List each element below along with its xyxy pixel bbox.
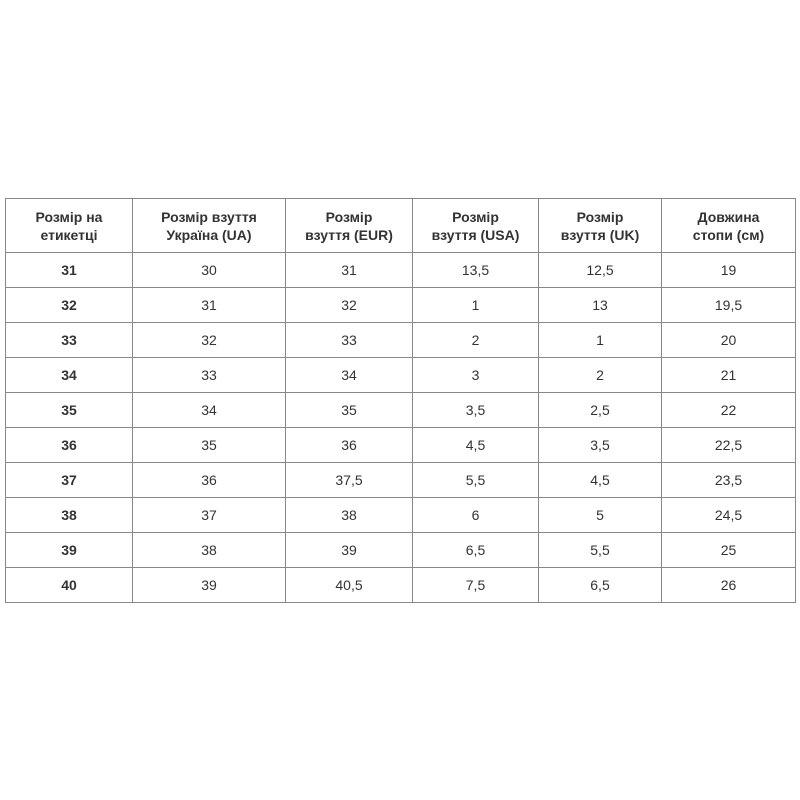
table-cell: 36 [132, 462, 286, 498]
table-cell: 23,5 [661, 462, 796, 498]
column-header-line: взуття (USA) [431, 226, 520, 243]
column-header: Розмір взуття (USA) [412, 198, 539, 253]
table-row: 32 31 32 1 13 19,5 [5, 287, 796, 323]
column-header-line: взуття (UK) [560, 226, 640, 243]
table-cell: 13 [538, 287, 662, 323]
column-header-line: Розмір [576, 208, 624, 225]
column-header-line: Україна (UA) [166, 226, 252, 243]
table-row: 37 36 37,5 5,5 4,5 23,5 [5, 462, 796, 498]
table-cell: 12,5 [538, 252, 662, 288]
table-cell: 26 [661, 567, 796, 603]
table-cell: 2 [538, 357, 662, 393]
table-cell: 1 [538, 322, 662, 358]
table-row: 34 33 34 3 2 21 [5, 357, 796, 393]
table-cell: 37 [5, 462, 133, 498]
table-cell: 32 [285, 287, 413, 323]
column-header: Розмір на етикетці [5, 198, 133, 253]
table-cell: 25 [661, 532, 796, 568]
table-cell: 1 [412, 287, 539, 323]
table-cell: 35 [285, 392, 413, 428]
table-cell: 38 [5, 497, 133, 533]
column-header-line: стопи (см) [692, 226, 765, 243]
table-cell: 6,5 [538, 567, 662, 603]
table-cell: 7,5 [412, 567, 539, 603]
table-cell: 3,5 [538, 427, 662, 463]
table-cell: 40,5 [285, 567, 413, 603]
table-cell: 3,5 [412, 392, 539, 428]
table-cell: 33 [132, 357, 286, 393]
column-header-line: взуття (EUR) [305, 226, 393, 243]
table-cell: 4,5 [538, 462, 662, 498]
table-cell: 35 [132, 427, 286, 463]
table-cell: 31 [285, 252, 413, 288]
table-cell: 39 [132, 567, 286, 603]
table-cell: 38 [132, 532, 286, 568]
table-cell: 32 [132, 322, 286, 358]
size-chart-table: Розмір на етикетці Розмір взуття Україна (U… [5, 198, 796, 603]
table-cell: 35 [5, 392, 133, 428]
table-cell: 36 [5, 427, 133, 463]
table-cell: 19,5 [661, 287, 796, 323]
table-cell: 37 [132, 497, 286, 533]
table-cell: 30 [132, 252, 286, 288]
table-cell: 13,5 [412, 252, 539, 288]
table-cell: 33 [285, 322, 413, 358]
table-cell: 6 [412, 497, 539, 533]
column-header-line: Розмір [325, 208, 373, 225]
table-cell: 24,5 [661, 497, 796, 533]
column-header-line: Розмір на [35, 208, 103, 225]
table-cell: 2,5 [538, 392, 662, 428]
column-header: Розмір взуття (UK) [538, 198, 662, 253]
table-cell: 6,5 [412, 532, 539, 568]
table-cell: 22,5 [661, 427, 796, 463]
table-cell: 37,5 [285, 462, 413, 498]
table-cell: 2 [412, 322, 539, 358]
table-row: 35 34 35 3,5 2,5 22 [5, 392, 796, 428]
table-cell: 34 [132, 392, 286, 428]
table-cell: 5,5 [412, 462, 539, 498]
column-header: Довжина стопи (см) [661, 198, 796, 253]
table-cell: 39 [285, 532, 413, 568]
table-cell: 31 [132, 287, 286, 323]
table-cell: 19 [661, 252, 796, 288]
column-header-line: Розмір взуття [161, 208, 257, 225]
table-cell: 34 [285, 357, 413, 393]
table-cell: 20 [661, 322, 796, 358]
table-row: 40 39 40,5 7,5 6,5 26 [5, 567, 796, 603]
table-cell: 22 [661, 392, 796, 428]
table-cell: 31 [5, 252, 133, 288]
table-cell: 5,5 [538, 532, 662, 568]
table-cell: 32 [5, 287, 133, 323]
table-cell: 40 [5, 567, 133, 603]
table-cell: 5 [538, 497, 662, 533]
table-cell: 21 [661, 357, 796, 393]
table-cell: 34 [5, 357, 133, 393]
table-row: 38 37 38 6 5 24,5 [5, 497, 796, 533]
header-row: Розмір на етикетці Розмір взуття Україна (U… [5, 198, 796, 253]
table-row: 36 35 36 4,5 3,5 22,5 [5, 427, 796, 463]
table-row: 31 30 31 13,5 12,5 19 [5, 252, 796, 288]
table-cell: 36 [285, 427, 413, 463]
column-header: Розмір взуття Україна (UA) [132, 198, 286, 253]
column-header-line: Розмір [452, 208, 499, 225]
table-cell: 3 [412, 357, 539, 393]
table-row: 33 32 33 2 1 20 [5, 322, 796, 358]
column-header-line: Довжина [697, 208, 760, 225]
table-row: 39 38 39 6,5 5,5 25 [5, 532, 796, 568]
column-header-line: етикетці [40, 226, 98, 243]
table-cell: 33 [5, 322, 133, 358]
table-cell: 4,5 [412, 427, 539, 463]
table-cell: 38 [285, 497, 413, 533]
table-cell: 39 [5, 532, 133, 568]
column-header: Розмір взуття (EUR) [285, 198, 413, 253]
